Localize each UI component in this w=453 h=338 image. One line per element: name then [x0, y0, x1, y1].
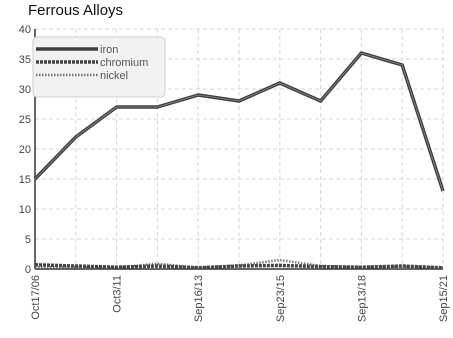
legend-label-chromium: chromium	[100, 57, 148, 69]
legend-label-nickel: nickel	[100, 70, 128, 82]
chart-title: Ferrous Alloys	[28, 2, 123, 19]
y-tick-label: 15	[19, 174, 31, 186]
x-tick-label: Sep23/15	[275, 275, 287, 322]
y-tick-label: 20	[19, 144, 31, 156]
x-tick-label: Sep13/18	[356, 275, 368, 322]
x-tick-label: Oct17/06	[30, 275, 42, 320]
y-tick-label: 30	[19, 84, 31, 96]
y-tick-label: 10	[19, 204, 31, 216]
x-tick-label: Oct3/11	[112, 275, 124, 313]
series-line-chromium	[35, 265, 443, 268]
y-tick-label: 25	[19, 114, 31, 126]
y-tick-label: 5	[25, 234, 31, 246]
x-tick-label: Sep15/21	[438, 275, 450, 322]
y-tick-label: 0	[25, 264, 31, 276]
y-tick-label: 40	[19, 24, 31, 36]
legend-label-iron: iron	[100, 44, 118, 56]
x-tick-label: Sep16/13	[193, 275, 205, 322]
y-tick-label: 35	[19, 54, 31, 66]
